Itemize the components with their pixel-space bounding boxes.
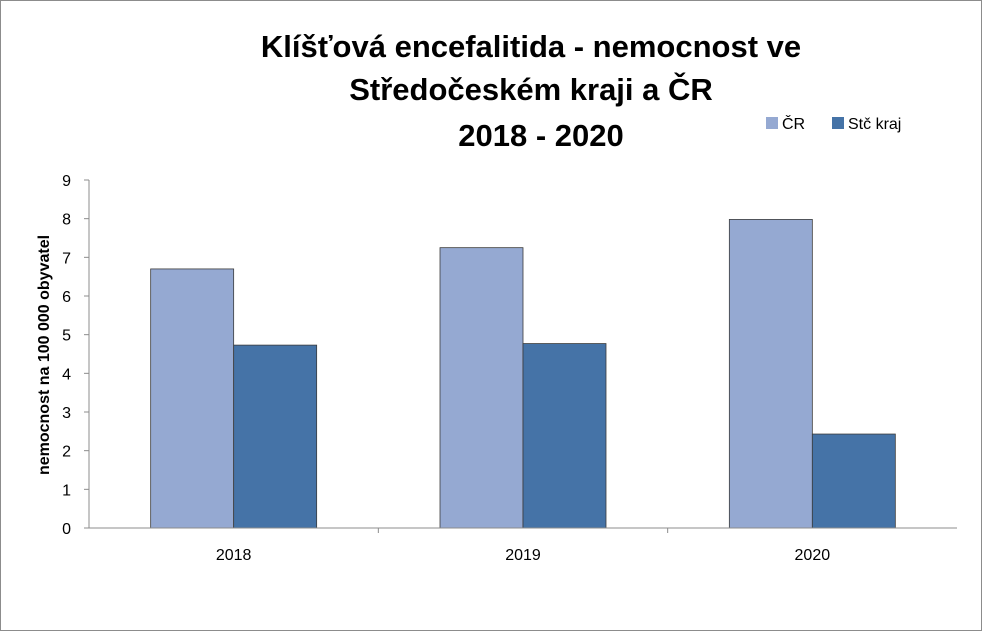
y-axis-ticks: 0 1 2 3 4 5 6 7 8 9: [62, 173, 89, 538]
y-tick-label: 7: [62, 250, 71, 267]
title-line-3: 2018 - 2020: [458, 118, 623, 153]
y-tick-label: 8: [62, 212, 71, 229]
bar-cr-2020: [728, 219, 813, 529]
legend: ČR Stč kraj: [766, 114, 901, 133]
bar-cr-2018: [150, 268, 235, 529]
bar-stc-2019: [522, 343, 607, 529]
y-axis-label: nemocnost na 100 000 obyvatel: [36, 235, 53, 475]
legend-swatch-stc: [832, 117, 844, 129]
x-axis-labels: 2018 2019 2020: [216, 528, 830, 564]
y-tick-label: 2: [62, 444, 71, 461]
title-line-1: Klíšťová encefalitida - nemocnost ve: [261, 29, 801, 64]
bars: [150, 219, 896, 529]
y-tick-label: 1: [62, 482, 71, 499]
bar-cr-2019: [439, 247, 524, 529]
x-tick-label: 2018: [216, 547, 252, 564]
legend-swatch-cr: [766, 117, 778, 129]
legend-label-cr: ČR: [782, 114, 805, 133]
y-tick-label: 4: [62, 366, 71, 383]
chart-title: Klíšťová encefalitida - nemocnost ve Stř…: [261, 29, 801, 153]
x-tick-label: 2019: [505, 547, 541, 564]
y-tick-label: 9: [62, 173, 71, 190]
legend-label-stc: Stč kraj: [848, 116, 901, 133]
y-tick-label: 5: [62, 328, 71, 345]
y-tick-label: 3: [62, 405, 71, 422]
bar-stc-2020: [811, 433, 896, 529]
y-tick-label: 6: [62, 289, 71, 306]
bar-stc-2018: [233, 344, 318, 529]
title-line-2: Středočeském kraji a ČR: [349, 71, 713, 107]
x-tick-label: 2020: [795, 547, 831, 564]
y-tick-label: 0: [62, 521, 71, 538]
